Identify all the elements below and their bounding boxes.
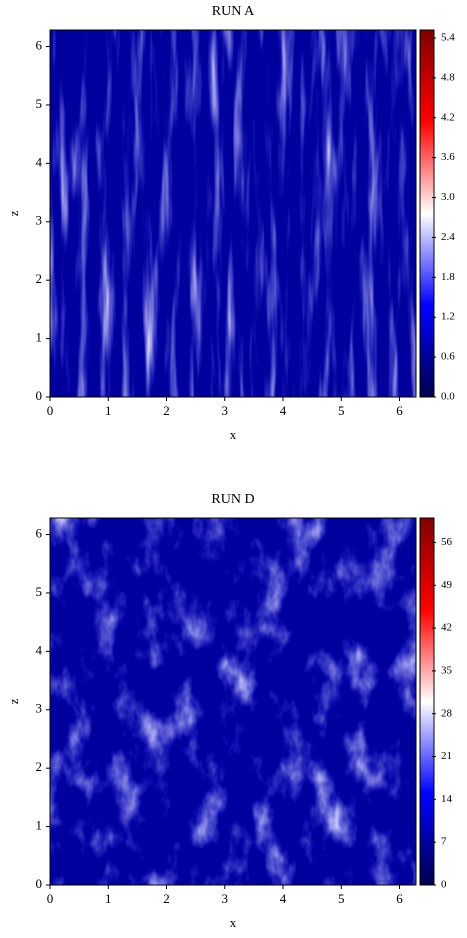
colorbar [419,517,435,886]
x-tick-label: 0 [47,403,54,418]
y-tick-label: 2 [36,759,43,774]
chart-title: RUN D [211,492,254,507]
colorbar-tick-label: 56 [441,536,453,548]
y-tick-label: 1 [36,818,43,833]
y-axis-label: z [6,698,21,704]
x-tick-label: 6 [396,403,403,418]
y-tick-label: 5 [36,96,43,111]
colorbar-tick-label: 35 [441,664,453,676]
plot-frame [49,29,417,398]
x-tick-label: 4 [280,403,287,418]
colorbar-tick-label: 5.4 [441,32,455,44]
colorbar-tick-label: 4.2 [441,111,455,123]
colorbar-tick-label: 3.6 [441,151,455,163]
panel: RUN A 0 1 2 3 4 5 6 0 1 2 3 4 5 6 x z 0.0 0.6 1.2 1.8 2.4 3.0 3… [6,4,455,442]
colorbar-tick-label: 4.8 [441,71,455,83]
x-axis-label: x [230,915,237,930]
colorbar [419,29,435,398]
x-tick-label: 3 [222,403,229,418]
y-tick-label: 4 [36,154,43,169]
y-tick-label: 6 [36,526,43,541]
y-tick-label: 0 [36,388,43,403]
heatmap-texture [50,518,416,885]
x-tick-label: 0 [47,891,54,906]
colorbar-tick-label: 1.2 [441,311,455,323]
y-axis-label: z [6,210,21,216]
x-tick-label: 1 [105,403,112,418]
colorbar-tick-label: 7 [441,836,447,848]
plot-frame [49,517,417,886]
chart-title: RUN A [212,4,255,19]
colorbar-tick-label: 0.0 [441,391,455,403]
colorbar-tick-label: 1.8 [441,271,455,283]
x-tick-label: 5 [338,403,345,418]
colorbar-tick-label: 3.0 [441,191,455,203]
x-tick-label: 2 [163,891,170,906]
y-tick-label: 6 [36,38,43,53]
y-tick-label: 3 [36,213,43,228]
y-tick-label: 4 [36,642,43,657]
x-tick-label: 2 [163,403,170,418]
y-tick-label: 1 [36,330,43,345]
y-tick-label: 3 [36,701,43,716]
x-tick-label: 4 [280,891,287,906]
colorbar-tick-label: 28 [441,707,453,719]
y-tick-label: 5 [36,584,43,599]
x-tick-label: 6 [396,891,403,906]
colorbar-tick-label: 0.6 [441,351,455,363]
colorbar-tick-label: 49 [441,579,453,591]
x-tick-label: 1 [105,891,112,906]
heatmap-texture [50,30,416,397]
x-tick-label: 3 [222,891,229,906]
y-tick-label: 2 [36,271,43,286]
colorbar-tick-label: 14 [441,793,453,805]
colorbar-tick-label: 2.4 [441,231,455,243]
y-tick-label: 0 [36,876,43,891]
x-axis-label: x [230,427,237,442]
colorbar-tick-label: 21 [441,750,452,762]
x-tick-label: 5 [338,891,345,906]
colorbar-tick-label: 42 [441,622,452,634]
colorbar-tick-label: 0 [441,879,447,891]
